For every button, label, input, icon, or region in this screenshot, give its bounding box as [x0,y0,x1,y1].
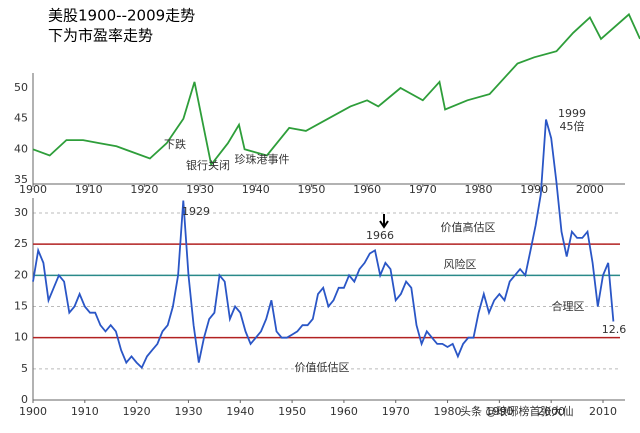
y-tick-label: 25 [14,237,28,250]
annotation: 1966 [366,229,394,242]
x-tick-label: 1940 [242,183,270,196]
annotation: 下跌 [164,137,186,151]
x-tick-label: 1970 [382,405,410,418]
x-tick-label: 2010 [589,405,617,418]
x-tick-label: 1960 [353,183,381,196]
y-tick-label: 30 [14,206,28,219]
y-tick-label: 15 [14,300,28,313]
annotation: 1929 [182,205,210,218]
x-tick-label: 1920 [130,183,158,196]
arrow [379,214,389,229]
y-tick-label: 10 [14,331,28,344]
y-tick-label: 0 [21,393,28,406]
annotation: 45倍 [560,119,585,133]
zone-label: 价值低估区 [295,361,350,374]
x-tick-label: 1910 [75,183,103,196]
chart-subtitle: 下为市盈率走势 [48,27,153,45]
y-tick-label: 50 [14,81,28,94]
watermark: 头条 @琅琊榜首张大仙 [460,404,574,418]
x-tick-label: 1980 [465,183,493,196]
x-tick-label: 2000 [576,183,604,196]
x-tick-label: 1950 [278,405,306,418]
x-tick-label: 1900 [19,183,47,196]
x-tick-label: 2000 [537,405,565,418]
series-line [32,119,615,370]
x-tick-label: 1950 [297,183,325,196]
x-tick-label: 1980 [434,405,462,418]
y-tick-label: 40 [14,142,28,155]
zone-label: 风险区 [444,257,477,271]
annotation: 珍珠港事件 [235,152,290,166]
y-tick-label: 5 [21,362,28,375]
zone-label: 合理区 [552,299,585,313]
y-tick-label: 35 [14,173,28,186]
x-tick-label: 1910 [71,405,99,418]
y-tick-label: 45 [14,112,28,125]
x-tick-label: 1960 [330,405,358,418]
x-tick-label: 1990 [520,183,548,196]
annotation: 1999 [558,107,586,120]
y-tick-label: 20 [14,268,28,281]
x-tick-label: 1930 [174,405,202,418]
x-tick-label: 1930 [186,183,214,196]
x-tick-label: 1940 [226,405,254,418]
x-tick-label: 1920 [123,405,151,418]
x-tick-label: 1970 [409,183,437,196]
series-line [32,12,640,167]
x-tick-label: 1900 [19,405,47,418]
x-tick-label: 1990 [485,405,513,418]
annotation: 银行关闭 [186,158,230,172]
chart-title: 美股1900--2009走势 [48,7,195,25]
zone-label: 价值高估区 [441,220,496,234]
annotation: 12.6 [602,323,627,336]
